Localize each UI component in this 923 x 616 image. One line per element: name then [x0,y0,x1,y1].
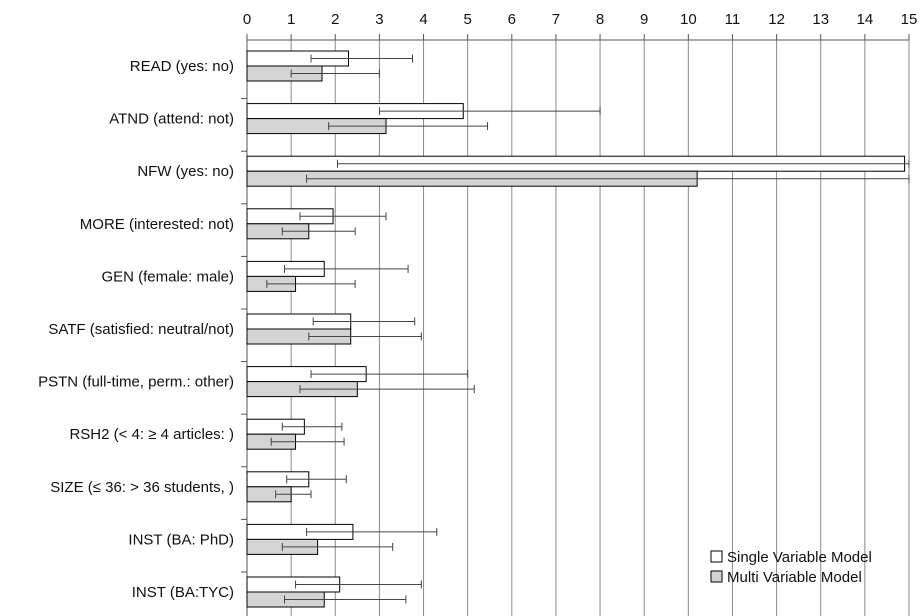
x-tick-label: 2 [331,11,339,28]
legend: Single Variable Model Multi Variable Mode… [710,549,872,586]
category-label: MORE (interested: not) [80,216,234,233]
legend-label: Single Variable Model [727,549,872,566]
category-label: NFW (yes: no) [137,163,234,180]
grid-lines [246,40,910,616]
category-label: PSTN (full-time, perm.: other) [38,374,234,391]
legend-label: Multi Variable Model [727,569,862,586]
category-labels: READ (yes: no) ATND (attend: not) NFW (yes… [38,58,234,601]
x-tick-label: 0 [243,11,251,28]
category-label: READ (yes: no) [130,58,234,75]
x-tick-label: 10 [680,11,697,28]
x-tick-label: 3 [375,11,383,28]
x-tick-label: 4 [419,11,427,28]
x-tick-label: 13 [812,11,829,28]
category-label: SIZE (≤ 36: > 36 students, ) [50,479,234,496]
category-label: ATND (attend: not) [109,111,234,128]
x-tick-label: 12 [768,11,785,28]
x-tick-label: 8 [596,11,604,28]
legend-swatch [710,550,723,563]
x-tick-label: 11 [725,11,741,28]
x-tick-label: 5 [463,11,471,28]
category-label: GEN (female: male) [101,268,234,285]
legend-swatch [710,570,723,583]
x-tick-label: 15 [901,11,918,28]
x-tick-label: 9 [640,11,648,28]
category-label: INST (BA:TYC) [132,584,234,601]
category-label: SATF (satisfied: neutral/not) [48,321,234,338]
x-tick-label: 14 [857,11,874,28]
x-tick-label: 1 [287,11,295,28]
bars [246,50,906,608]
category-label: RSH2 (< 4: ≥ 4 articles: ) [69,426,234,443]
x-tick-label: 7 [552,11,560,28]
x-tick-label: 6 [508,11,516,28]
category-label: INST (BA: PhD) [128,531,234,548]
error-bars [266,54,910,604]
